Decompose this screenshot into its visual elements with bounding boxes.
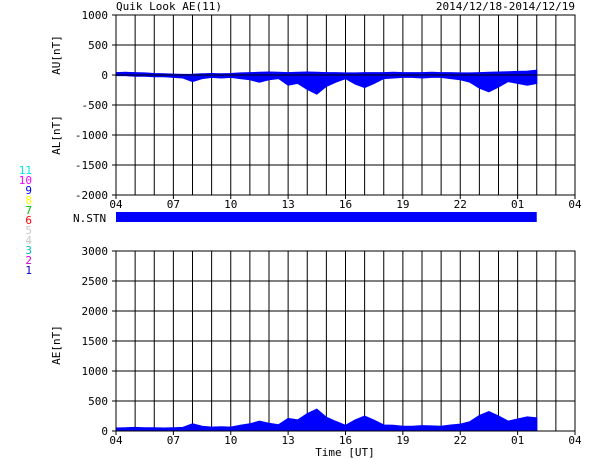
station-count-label: 1 bbox=[25, 264, 32, 277]
x-tick-label: 13 bbox=[282, 198, 295, 211]
station-count-label: 11 bbox=[19, 164, 32, 177]
station-count-label: 3 bbox=[25, 244, 32, 257]
y-tick-label: 1500 bbox=[82, 335, 109, 348]
x-tick-label: 16 bbox=[339, 434, 352, 447]
station-count-label: 5 bbox=[25, 224, 32, 237]
chart-title: Quik Look AE(11) bbox=[116, 0, 222, 13]
station-count-label: 10 bbox=[19, 174, 32, 187]
y-tick-label: 2000 bbox=[82, 305, 109, 318]
station-count-label: 7 bbox=[25, 204, 32, 217]
y-tick-label: 500 bbox=[88, 39, 108, 52]
station-count-label: 9 bbox=[25, 184, 32, 197]
y-tick-label: -1500 bbox=[75, 159, 108, 172]
x-tick-label: 16 bbox=[339, 198, 352, 211]
y-tick-label: 1000 bbox=[82, 9, 109, 22]
y-tick-label: 500 bbox=[88, 395, 108, 408]
y-tick-label: -1000 bbox=[75, 129, 108, 142]
ae-axis-label: AE[nT] bbox=[50, 325, 63, 365]
x-tick-label: 22 bbox=[454, 198, 467, 211]
y-tick-label: 1000 bbox=[82, 365, 109, 378]
x-tick-label: 01 bbox=[511, 198, 524, 211]
upper-plot: 1000 500 0 -500 -1000 -1500 -2000 04 07 10 13 16 19… bbox=[50, 9, 582, 211]
au-al-area bbox=[115, 69, 538, 95]
x-axis-label: Time [UT] bbox=[315, 446, 375, 459]
ae-area bbox=[115, 408, 538, 432]
x-tick-label: 10 bbox=[224, 434, 237, 447]
station-count-label: 4 bbox=[25, 234, 32, 247]
y-tick-label: 0 bbox=[101, 69, 108, 82]
x-tick-label: 04 bbox=[109, 434, 123, 447]
y-tick-label: -2000 bbox=[75, 189, 108, 202]
upper-y-ticks: 1000 500 0 -500 -1000 -1500 -2000 bbox=[75, 9, 575, 202]
x-tick-label: 07 bbox=[167, 198, 180, 211]
x-tick-label: 19 bbox=[396, 198, 409, 211]
x-tick-label: 04 bbox=[109, 198, 123, 211]
x-tick-label: 22 bbox=[454, 434, 467, 447]
station-bar: N.STN bbox=[73, 212, 537, 225]
y-tick-label: 3000 bbox=[82, 245, 109, 258]
station-count-label: 2 bbox=[25, 254, 32, 267]
station-label: N.STN bbox=[73, 212, 106, 225]
y-tick-label: 0 bbox=[101, 425, 108, 438]
station-count-label: 8 bbox=[25, 194, 32, 207]
x-tick-label: 19 bbox=[396, 434, 409, 447]
date-range: 2014/12/18-2014/12/19 bbox=[436, 0, 575, 13]
x-tick-label: 10 bbox=[224, 198, 237, 211]
x-tick-label: 01 bbox=[511, 434, 524, 447]
x-tick-label: 07 bbox=[167, 434, 180, 447]
x-tick-label: 13 bbox=[282, 434, 295, 447]
upper-x-ticks: 04 07 10 13 16 19 22 01 04 bbox=[109, 195, 582, 211]
station-coverage-bar bbox=[116, 212, 537, 222]
y-tick-label: -500 bbox=[82, 99, 109, 112]
lower-x-ticks: 04 07 10 13 16 19 22 01 04 bbox=[109, 431, 582, 447]
al-axis-label: AL[nT] bbox=[50, 115, 63, 155]
x-tick-label: 04 bbox=[568, 198, 582, 211]
au-axis-label: AU[nT] bbox=[50, 35, 63, 75]
station-count-label: 6 bbox=[25, 214, 32, 227]
y-tick-label: 2500 bbox=[82, 275, 109, 288]
x-tick-label: 04 bbox=[568, 434, 582, 447]
lower-y-ticks: 3000 2500 2000 1500 1000 500 0 bbox=[82, 245, 575, 438]
